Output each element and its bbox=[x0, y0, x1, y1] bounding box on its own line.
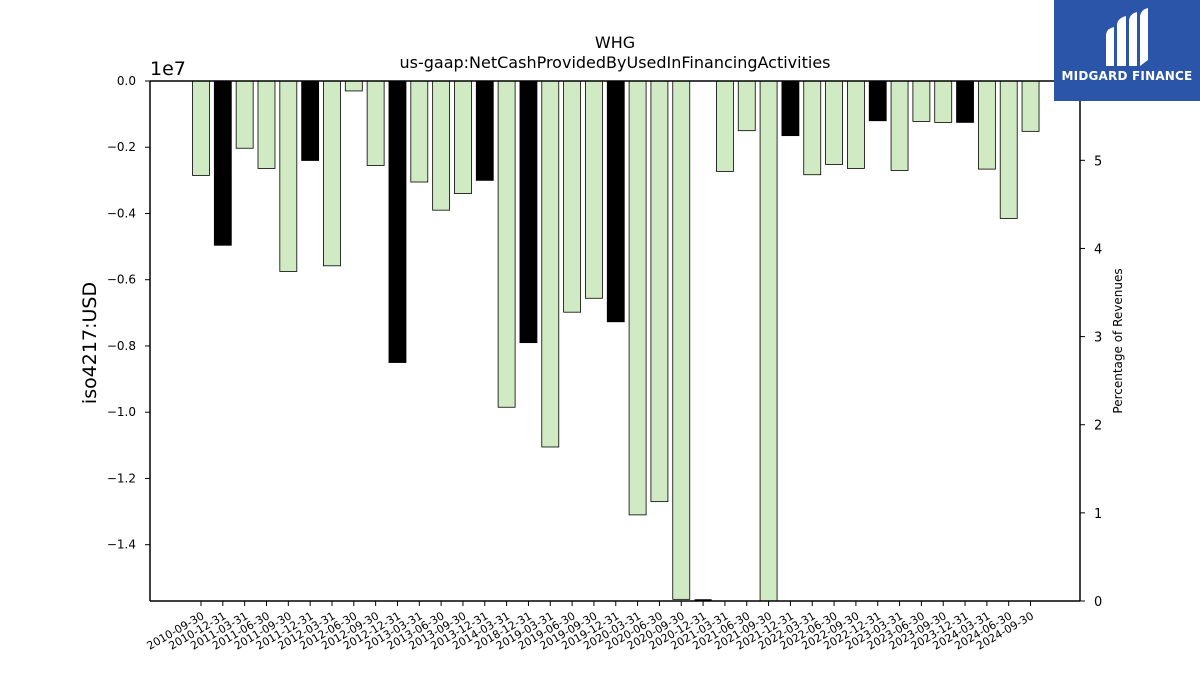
y2-tick-label: 3 bbox=[1094, 331, 1102, 346]
bar-2011-09-30 bbox=[279, 80, 298, 272]
y2-tick-label: 4 bbox=[1094, 242, 1102, 257]
chart-title: WHG bbox=[595, 33, 635, 52]
bar-2023-06-30 bbox=[912, 80, 931, 122]
bar-2014-03-31 bbox=[497, 80, 516, 408]
bar-2021-06-30 bbox=[737, 80, 756, 132]
bar-2023-09-30 bbox=[934, 80, 953, 123]
bar-2010-09-30 bbox=[192, 80, 210, 176]
y-tick-label: −0.8 bbox=[107, 339, 136, 353]
y-axis-label: iso4217:USD bbox=[79, 282, 101, 404]
bar-2022-12-31 bbox=[868, 80, 887, 122]
y-tick-label: 0.0 bbox=[117, 74, 136, 88]
midgard-logo-icon bbox=[1106, 8, 1148, 66]
bar-2022-03-31 bbox=[803, 80, 822, 176]
y-tick-label: −0.4 bbox=[107, 206, 136, 220]
y2-tick-label: 1 bbox=[1094, 507, 1102, 522]
bar-2020-03-31 bbox=[628, 80, 647, 516]
bar-2012-03-31 bbox=[323, 80, 341, 267]
bar-2019-09-30 bbox=[585, 80, 603, 299]
bar-2013-03-31 bbox=[410, 80, 429, 183]
bar-2011-12-31 bbox=[301, 80, 320, 161]
y2-axis-label: Percentage of Revenues bbox=[1111, 268, 1125, 413]
bar-2024-09-30 bbox=[1021, 80, 1040, 132]
bar-2022-09-30 bbox=[847, 80, 865, 169]
bar-2011-03-31 bbox=[235, 80, 254, 149]
logo-text: MIDGARD FINANCE bbox=[1061, 69, 1193, 83]
y2-tick-label: 2 bbox=[1094, 419, 1102, 434]
bar-2019-06-30 bbox=[563, 80, 582, 313]
bar-2013-12-31 bbox=[475, 80, 494, 181]
chart-subtitle: us-gaap:NetCashProvidedByUsedInFinancing… bbox=[399, 53, 830, 72]
bar-2023-12-31 bbox=[956, 80, 974, 123]
y-offset-label: 1e7 bbox=[150, 58, 186, 80]
bar-2024-03-31 bbox=[977, 80, 996, 170]
y-tick-label: −0.2 bbox=[107, 140, 136, 154]
bar-2010-12-31 bbox=[213, 80, 232, 246]
bar-2011-06-30 bbox=[257, 80, 276, 169]
y2-tick-label: 5 bbox=[1094, 154, 1102, 169]
bar-2023-03-31 bbox=[890, 80, 909, 171]
bar-2013-09-30 bbox=[454, 80, 472, 195]
bar-2020-06-30 bbox=[650, 80, 669, 503]
bar-2019-12-31 bbox=[606, 80, 625, 323]
bar-2024-06-30 bbox=[999, 80, 1018, 219]
bar-2021-03-31 bbox=[716, 80, 734, 172]
bar-2020-09-30 bbox=[672, 80, 691, 600]
bar-2012-12-31 bbox=[388, 80, 407, 363]
bar-2012-09-30 bbox=[366, 80, 385, 166]
y-tick-label: −1.2 bbox=[107, 471, 136, 485]
y2-tick-label: 0 bbox=[1094, 595, 1102, 610]
bar-2018-12-31 bbox=[519, 80, 538, 344]
bar-2012-06-30 bbox=[344, 80, 363, 92]
bar-2019-03-31 bbox=[541, 80, 560, 448]
bar-2022-06-30 bbox=[825, 80, 843, 165]
y-tick-label: −1.4 bbox=[107, 538, 136, 552]
midgard-finance-logo: MIDGARD FINANCE bbox=[1054, 0, 1200, 101]
bar-2021-09-30 bbox=[759, 80, 778, 602]
y-tick-label: −0.6 bbox=[107, 273, 136, 287]
bar-2021-12-31 bbox=[781, 80, 800, 137]
bar-2013-06-30 bbox=[432, 80, 451, 211]
y-tick-label: −1.0 bbox=[107, 405, 136, 419]
